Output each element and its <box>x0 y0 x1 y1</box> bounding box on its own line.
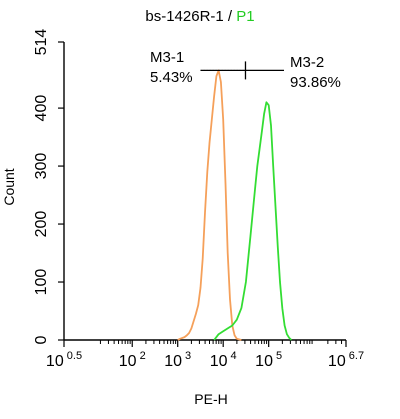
chart-title: bs-1426R-1 / P1 <box>145 8 254 25</box>
x-axis-title: PE-H <box>194 391 227 407</box>
title-part: bs-1426R-1 / <box>145 8 236 25</box>
x-tick-label: 10 3 <box>164 350 191 370</box>
gate-m3-2-percent: 93.86% <box>290 74 341 91</box>
gate-m3-1-name: M3-1 <box>150 49 184 66</box>
histogram-line-2 <box>213 101 293 341</box>
gate-m3-2-name: M3-2 <box>290 54 324 71</box>
x-tick-label: 10 2 <box>119 350 146 370</box>
x-tick-label: 10 5 <box>255 350 282 370</box>
y-tick-label: 300 <box>33 153 50 180</box>
y-tick-label: 0 <box>33 335 50 344</box>
x-tick-label: 10 6.7 <box>328 350 364 370</box>
x-tick-label: 10 0.5 <box>46 350 82 370</box>
y-axis-title: Count <box>1 168 17 205</box>
histogram-series <box>177 69 293 341</box>
y-tick-label: 400 <box>33 95 50 122</box>
gate-m3-1-percent: 5.43% <box>150 69 193 86</box>
x-tick-label: 10 4 <box>210 350 237 370</box>
axes: 0 100 200 300 400 514 10 0.5 10 2 10 3 10 4 10 5 10… <box>33 29 364 370</box>
y-tick-label: 100 <box>33 269 50 296</box>
y-tick-label: 514 <box>33 29 50 56</box>
histogram-line-1 <box>177 69 242 341</box>
gates: M3-1 5.43% M3-2 93.86% <box>150 49 341 91</box>
title-part: P1 <box>236 8 254 25</box>
y-tick-label: 200 <box>33 211 50 238</box>
